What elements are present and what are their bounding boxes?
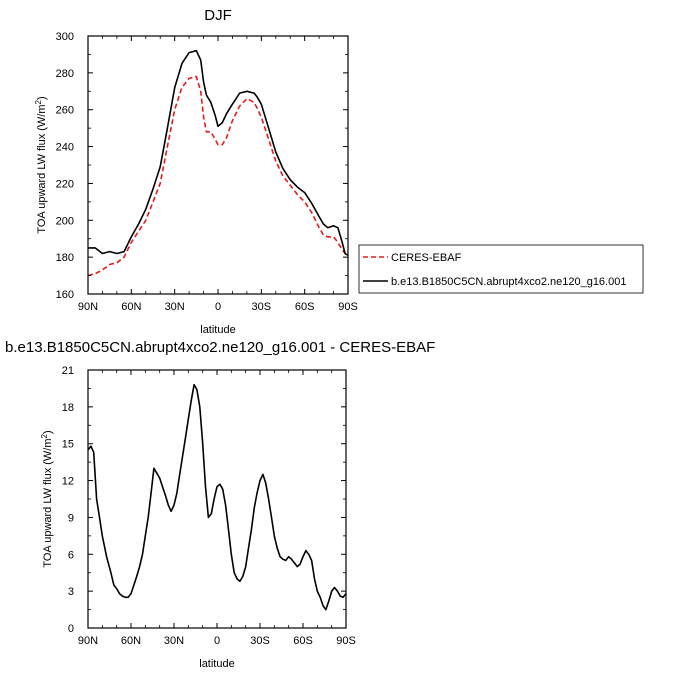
chart-title-bottom: b.e13.B1850C5CN.abrupt4xco2.ne120_g16.00… <box>5 339 435 356</box>
x-tick-label: 60N <box>121 301 141 313</box>
y-tick-label: 180 <box>56 252 74 264</box>
panel-top: DJF 90N 60N 30N 0 30S 60S 90S 160 180 200 220 240 2… <box>34 7 644 336</box>
y-tick-label: 300 <box>56 31 74 43</box>
x-tick-label: 30N <box>164 635 184 647</box>
plot-frame-bottom <box>87 369 347 629</box>
y-tick-label: 21 <box>62 365 74 377</box>
x-axis-ticks-bottom: 90N 60N 30N 0 30S 60S 90S <box>78 370 356 647</box>
panel-bottom: b.e13.B1850C5CN.abrupt4xco2.ne120_g16.00… <box>5 339 435 670</box>
y-tick-label: 220 <box>56 178 74 190</box>
chart-title-top: DJF <box>204 7 232 24</box>
legend-label-ceres: CERES-EBAF <box>391 252 462 264</box>
y-tick-label: 15 <box>62 439 74 451</box>
series-group-bottom <box>87 383 347 611</box>
y-tick-label: 280 <box>56 68 74 80</box>
x-tick-label: 90S <box>338 301 358 313</box>
x-tick-label: 60N <box>121 635 141 647</box>
x-tick-label: 0 <box>214 635 220 647</box>
x-tick-label: 30S <box>250 635 270 647</box>
x-tick-label: 30N <box>165 301 185 313</box>
legend: CERES-EBAF b.e13.B1850C5CN.abrupt4xco2.n… <box>358 244 644 294</box>
y-tick-label: 0 <box>68 623 74 635</box>
y-axis-label-bottom: TOA upward LW flux (W/m2) <box>40 430 54 567</box>
plot-frame-top <box>87 35 349 295</box>
y-tick-label: 200 <box>56 215 74 227</box>
x-tick-label: 60S <box>293 635 313 647</box>
y-tick-label: 6 <box>68 549 74 561</box>
series-group-top <box>87 49 349 277</box>
y-axis-label-top: TOA upward LW flux (W/m2) <box>34 96 48 233</box>
y-axis-ticks-top: 160 180 200 220 240 260 280 300 <box>56 31 348 301</box>
y-tick-label: 260 <box>56 105 74 117</box>
y-axis-ticks-bottom: 0 3 6 9 12 15 18 21 <box>62 365 346 635</box>
x-tick-label: 60S <box>295 301 315 313</box>
y-tick-label: 9 <box>68 512 74 524</box>
x-axis-label-top: latitude <box>200 324 235 336</box>
x-tick-label: 90N <box>78 635 98 647</box>
series-line-1-0 <box>87 383 347 611</box>
y-tick-label: 3 <box>68 586 74 598</box>
x-axis-label-bottom: latitude <box>199 658 234 670</box>
y-tick-label: 12 <box>62 476 74 488</box>
x-tick-label: 0 <box>215 301 221 313</box>
legend-box <box>358 244 644 294</box>
series-line-0-0 <box>87 75 349 277</box>
y-tick-label: 18 <box>62 402 74 414</box>
y-tick-label: 160 <box>56 289 74 301</box>
x-axis-ticks-top: 90N 60N 30N 0 30S 60S 90S <box>78 36 358 313</box>
x-tick-label: 90S <box>336 635 356 647</box>
x-tick-label: 90N <box>78 301 98 313</box>
y-tick-label: 240 <box>56 142 74 154</box>
x-tick-label: 30S <box>252 301 272 313</box>
series-line-0-1 <box>88 49 349 256</box>
legend-label-model: b.e13.B1850C5CN.abrupt4xco2.ne120_g16.00… <box>391 276 626 288</box>
